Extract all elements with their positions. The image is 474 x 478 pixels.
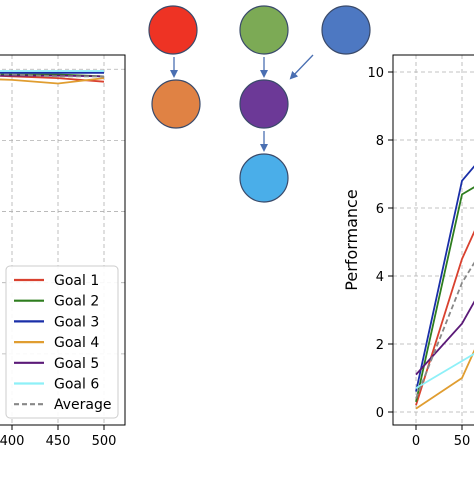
right-series-line xyxy=(415,349,474,410)
legend-label: Goal 1 xyxy=(54,273,99,289)
left-x-tick-label: 400 xyxy=(0,434,24,449)
right-series-line xyxy=(415,352,474,389)
right-x-tick-label: 50 xyxy=(454,434,471,449)
left-series-lines xyxy=(0,70,105,85)
right-series-line xyxy=(415,165,474,392)
diagram-node-orange xyxy=(151,79,201,129)
diagram-arrow xyxy=(289,54,314,80)
left-x-tick-label: 500 xyxy=(92,434,117,449)
diagram-node-purple xyxy=(239,79,289,129)
right-ticks: 0 2 4 6 8 10 0 50 xyxy=(367,66,470,449)
legend-label: Average xyxy=(54,397,112,413)
right-grid xyxy=(393,55,474,425)
left-series-line xyxy=(0,74,105,78)
diagram-node-red xyxy=(148,5,198,55)
legend-label: Goal 6 xyxy=(54,377,99,393)
right-x-tick-label: 0 xyxy=(412,434,420,449)
legend-label: Goal 3 xyxy=(54,314,99,330)
legend-label: Goal 5 xyxy=(54,356,99,372)
left-axes-frame xyxy=(0,54,126,426)
right-y-tick-label: 4 xyxy=(376,270,384,285)
right-y-tick-label: 2 xyxy=(376,338,384,353)
node-diagram xyxy=(148,5,371,203)
right-series-line xyxy=(415,186,474,402)
diagram-node-green xyxy=(239,5,289,55)
right-y-axis-label: Performance xyxy=(342,189,361,290)
right-y-tick-label: 0 xyxy=(376,406,384,421)
left-series-line xyxy=(0,77,105,85)
right-y-tick-label: 8 xyxy=(376,134,384,149)
left-x-ticks: 400 450 500 xyxy=(0,425,116,449)
right-series-lines xyxy=(415,165,474,410)
diagram-node-lightblue xyxy=(239,153,289,203)
legend: Goal 1 Goal 2 Goal 3 Goal 4 Goal 5 Goal 6 Aver… xyxy=(5,265,119,419)
left-series-line xyxy=(0,73,105,78)
right-y-tick-label: 6 xyxy=(376,202,384,217)
right-series-line xyxy=(415,261,474,399)
right-y-tick-label: 10 xyxy=(367,66,384,81)
diagram-node-blue xyxy=(321,5,371,55)
left-x-tick-label: 450 xyxy=(46,434,71,449)
left-series-line xyxy=(0,74,105,83)
left-chart: 400 450 500 Goal 1 Goal 2 Goal 3 Goal 4 Goal 5… xyxy=(0,54,126,449)
legend-box xyxy=(5,265,119,419)
legend-label: Goal 4 xyxy=(54,335,99,351)
right-axes-frame xyxy=(392,54,474,426)
legend-label: Goal 2 xyxy=(54,294,99,310)
right-chart: 0 2 4 6 8 10 0 50 Performance xyxy=(342,54,474,449)
